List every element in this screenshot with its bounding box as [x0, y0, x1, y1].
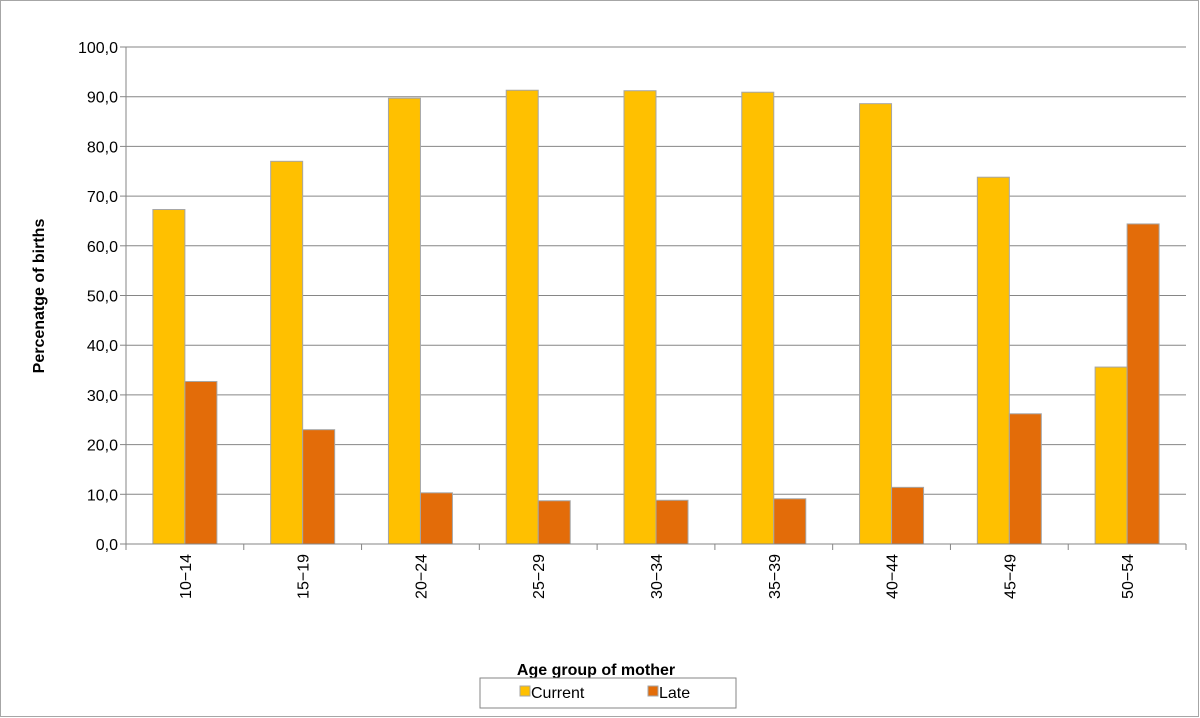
y-tick-label: 90,0 [87, 90, 118, 107]
y-tick-label: 0,0 [96, 537, 118, 554]
y-tick-label: 80,0 [87, 139, 118, 156]
bar-late-1 [184, 380, 218, 545]
x-tick-label: 30−34 [649, 554, 666, 599]
legend-label-current: Current [531, 685, 585, 702]
x-tick-label: 50−54 [1120, 554, 1137, 599]
y-tick-label: 40,0 [87, 338, 118, 355]
bar-current-6 [741, 91, 775, 545]
y-tick-label: 70,0 [87, 189, 118, 206]
y-tick-label: 10,0 [87, 487, 118, 504]
bar-current-9 [1094, 366, 1128, 545]
x-tick-label: 10−14 [178, 554, 195, 599]
x-tick-label: 25−29 [531, 554, 548, 599]
bar-late-2 [302, 429, 336, 545]
bars [152, 89, 1160, 545]
x-tick-label: 40−44 [885, 554, 902, 599]
y-tick-label: 20,0 [87, 438, 118, 455]
axes [120, 46, 1187, 550]
y-tick-labels: 0,0 10,0 20,0 30,0 40,0 50,0 60,0 70,0 80,0 90,0 1… [78, 40, 118, 554]
bar-late-4 [537, 500, 571, 545]
legend-swatch-current [519, 685, 531, 697]
x-tick-label: 45−49 [1002, 554, 1019, 599]
bar-late-9 [1126, 223, 1160, 545]
bar-current-7 [859, 103, 893, 545]
x-tick-label: 20−24 [413, 554, 430, 599]
bar-late-8 [1008, 413, 1042, 545]
bar-late-6 [773, 498, 807, 545]
bar-current-4 [505, 89, 539, 545]
bar-late-3 [419, 492, 453, 545]
bar-late-5 [655, 499, 689, 545]
x-tick-labels: 10−14 15−19 20−24 25−29 30−34 35−39 40−44 45−49… [178, 554, 1137, 599]
y-axis-title: Percenatge of births [31, 219, 48, 374]
y-tick-label: 100,0 [78, 40, 118, 57]
legend-box [479, 677, 737, 709]
legend-swatch-late [647, 685, 659, 697]
bar-late-7 [891, 486, 925, 545]
y-tick-label: 60,0 [87, 239, 118, 256]
x-tick-label: 15−19 [296, 554, 313, 599]
legend: Current Late [479, 677, 737, 709]
bar-current-8 [976, 176, 1010, 545]
x-axis-title: Age group of mother [517, 662, 675, 679]
y-tick-label: 30,0 [87, 388, 118, 405]
y-tick-label: 50,0 [87, 289, 118, 306]
x-tick-label: 35−39 [767, 554, 784, 599]
bar-current-2 [270, 160, 304, 545]
bar-current-1 [152, 209, 186, 545]
bar-current-5 [623, 90, 657, 545]
legend-label-late: Late [659, 685, 690, 702]
bar-current-3 [387, 97, 421, 545]
